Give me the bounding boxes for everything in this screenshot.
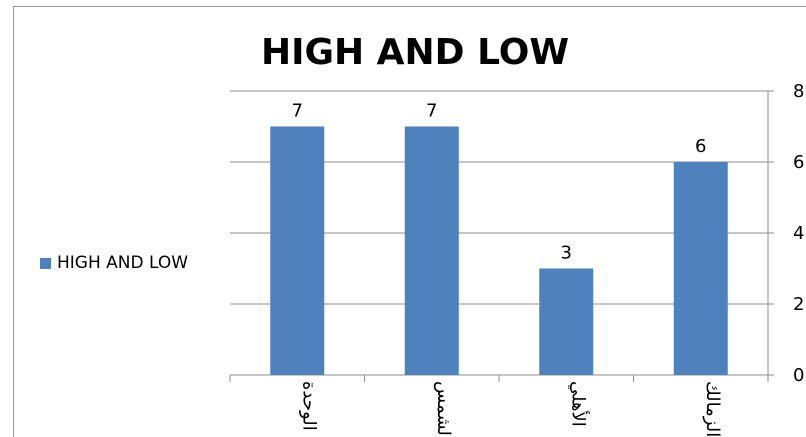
- bar: [404, 126, 459, 375]
- chart-title: HIGH AND LOW: [260, 32, 570, 73]
- data-label: 7: [292, 101, 303, 122]
- bar: [270, 126, 325, 375]
- y-tick-label: 8: [793, 81, 804, 102]
- y-tick-label: 6: [793, 152, 804, 173]
- legend: HIGH AND LOW: [40, 253, 188, 273]
- legend-label: HIGH AND LOW: [57, 253, 189, 273]
- y-tick-label: 0: [793, 365, 804, 386]
- bar: [539, 268, 594, 375]
- data-label: 3: [561, 243, 572, 264]
- legend-swatch: [40, 257, 51, 269]
- y-tick-label: 4: [793, 223, 804, 244]
- chart-frame: [13, 6, 806, 437]
- data-label: 7: [426, 101, 437, 122]
- data-label: 6: [695, 136, 706, 157]
- x-tick-label: الأهلي: [567, 381, 589, 427]
- x-tick-label: الوحدة: [298, 381, 319, 431]
- bar: [673, 162, 728, 375]
- y-tick-label: 2: [793, 294, 804, 315]
- x-tick-label: الزمالك: [702, 381, 723, 437]
- x-tick-label: الشمس: [433, 381, 454, 437]
